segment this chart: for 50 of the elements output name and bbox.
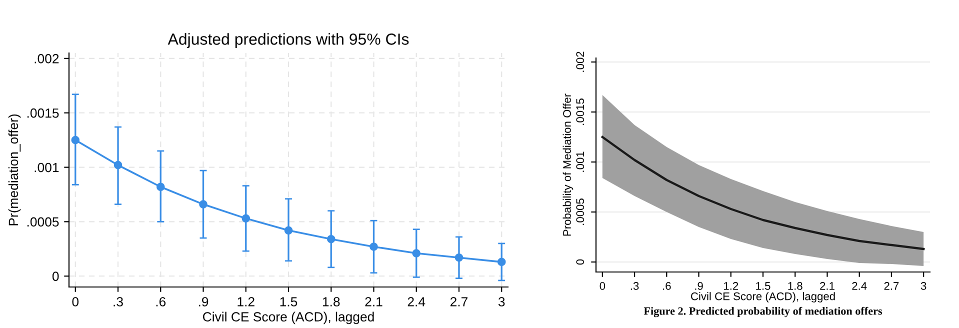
x-tick-label: .3 xyxy=(630,282,639,290)
y-tick-label: .001 xyxy=(34,162,59,172)
x-tick-label: .3 xyxy=(114,297,123,306)
x-tick-label: 1.5 xyxy=(756,282,770,290)
x-tick-label: 1.8 xyxy=(322,297,340,306)
y-tick-label: .0005 xyxy=(576,198,584,225)
x-tick-label: 1.2 xyxy=(238,297,254,306)
y-axis-title: Probability of Mediation Offer xyxy=(562,94,574,236)
y-tick-label: .0005 xyxy=(27,217,59,227)
x-tick-label: 1.5 xyxy=(280,297,298,306)
point xyxy=(284,226,293,235)
x-tick-label: .9 xyxy=(695,282,703,290)
x-tick-label: 2.4 xyxy=(408,297,426,306)
x-tick-label: 2.4 xyxy=(852,282,867,290)
point xyxy=(454,253,464,262)
line-series xyxy=(601,136,925,250)
y-tick-label: .002 xyxy=(576,52,584,72)
x-tick-label: 0 xyxy=(72,297,79,306)
x-tick-label: .9 xyxy=(198,297,208,306)
x-tick-label: .6 xyxy=(156,297,166,306)
point xyxy=(497,258,506,266)
y-axis-title: Pr(mediation_offer) xyxy=(8,114,21,226)
point xyxy=(370,242,378,251)
point xyxy=(156,182,165,192)
point xyxy=(114,160,122,170)
chart-title: Adjusted predictions with 95% CIs xyxy=(168,33,409,48)
point xyxy=(71,136,80,144)
x-tick-label: 2.1 xyxy=(365,297,382,306)
x-tick-label: 1.2 xyxy=(724,282,738,290)
x-tick-label: 3 xyxy=(498,297,505,306)
x-axis-title: Civil CE Score (ACD), lagged xyxy=(203,312,374,324)
y-tick-label: .0015 xyxy=(576,98,584,125)
point xyxy=(326,234,336,244)
x-tick-label: .6 xyxy=(663,282,671,290)
x-axis-title: Civil CE Score (ACD), lagged xyxy=(691,292,835,302)
y-tick-label: .002 xyxy=(34,54,59,64)
y-tick-label: .0015 xyxy=(27,108,59,118)
y-tick-label: 0 xyxy=(576,259,584,265)
point xyxy=(242,214,250,223)
caption: Figure 2. Predicted probability of mediation offers xyxy=(644,306,882,318)
x-tick-label: 2.1 xyxy=(820,282,834,290)
point xyxy=(412,249,421,258)
y-tick-label: .001 xyxy=(576,152,584,172)
point xyxy=(199,200,208,208)
x-tick-label: 3 xyxy=(920,282,926,290)
x-tick-label: 2.7 xyxy=(884,282,899,290)
x-tick-label: 2.7 xyxy=(450,297,468,306)
x-tick-label: 1.8 xyxy=(788,282,802,290)
y-tick-label: 0 xyxy=(52,272,59,282)
x-tick-label: 0 xyxy=(600,282,606,290)
